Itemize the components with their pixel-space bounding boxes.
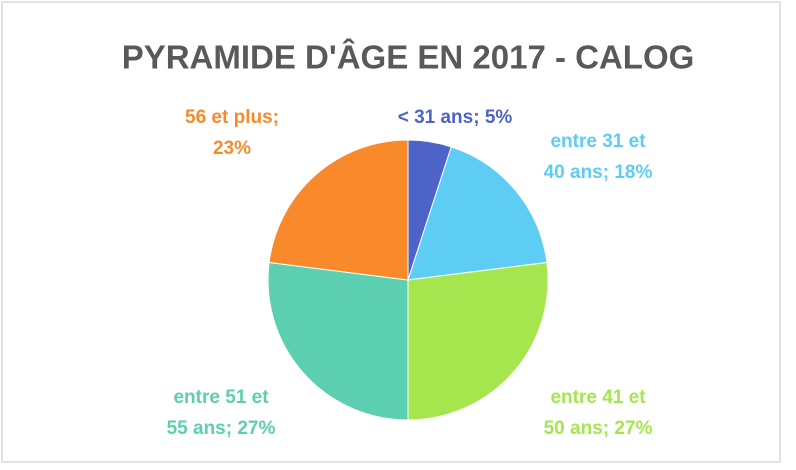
chart-title: PYRAMIDE D'ÂGE EN 2017 - CALOG [122, 39, 695, 76]
pie-slice [267, 261, 409, 421]
data-label: entre 51 et [173, 387, 269, 408]
data-label: < 31 ans; 5% [398, 107, 513, 128]
data-label: 23% [213, 138, 251, 159]
data-label: 56 et plus; [185, 107, 279, 128]
pie-slice [407, 261, 549, 421]
pie-slice [407, 146, 548, 281]
data-label: entre 41 et [550, 387, 646, 408]
data-label: entre 31 et [550, 131, 646, 152]
data-label: 40 ans; 18% [544, 162, 653, 183]
data-label: 55 ans; 27% [167, 418, 276, 439]
pie-slice [268, 139, 409, 281]
data-label: 50 ans; 27% [544, 418, 653, 439]
